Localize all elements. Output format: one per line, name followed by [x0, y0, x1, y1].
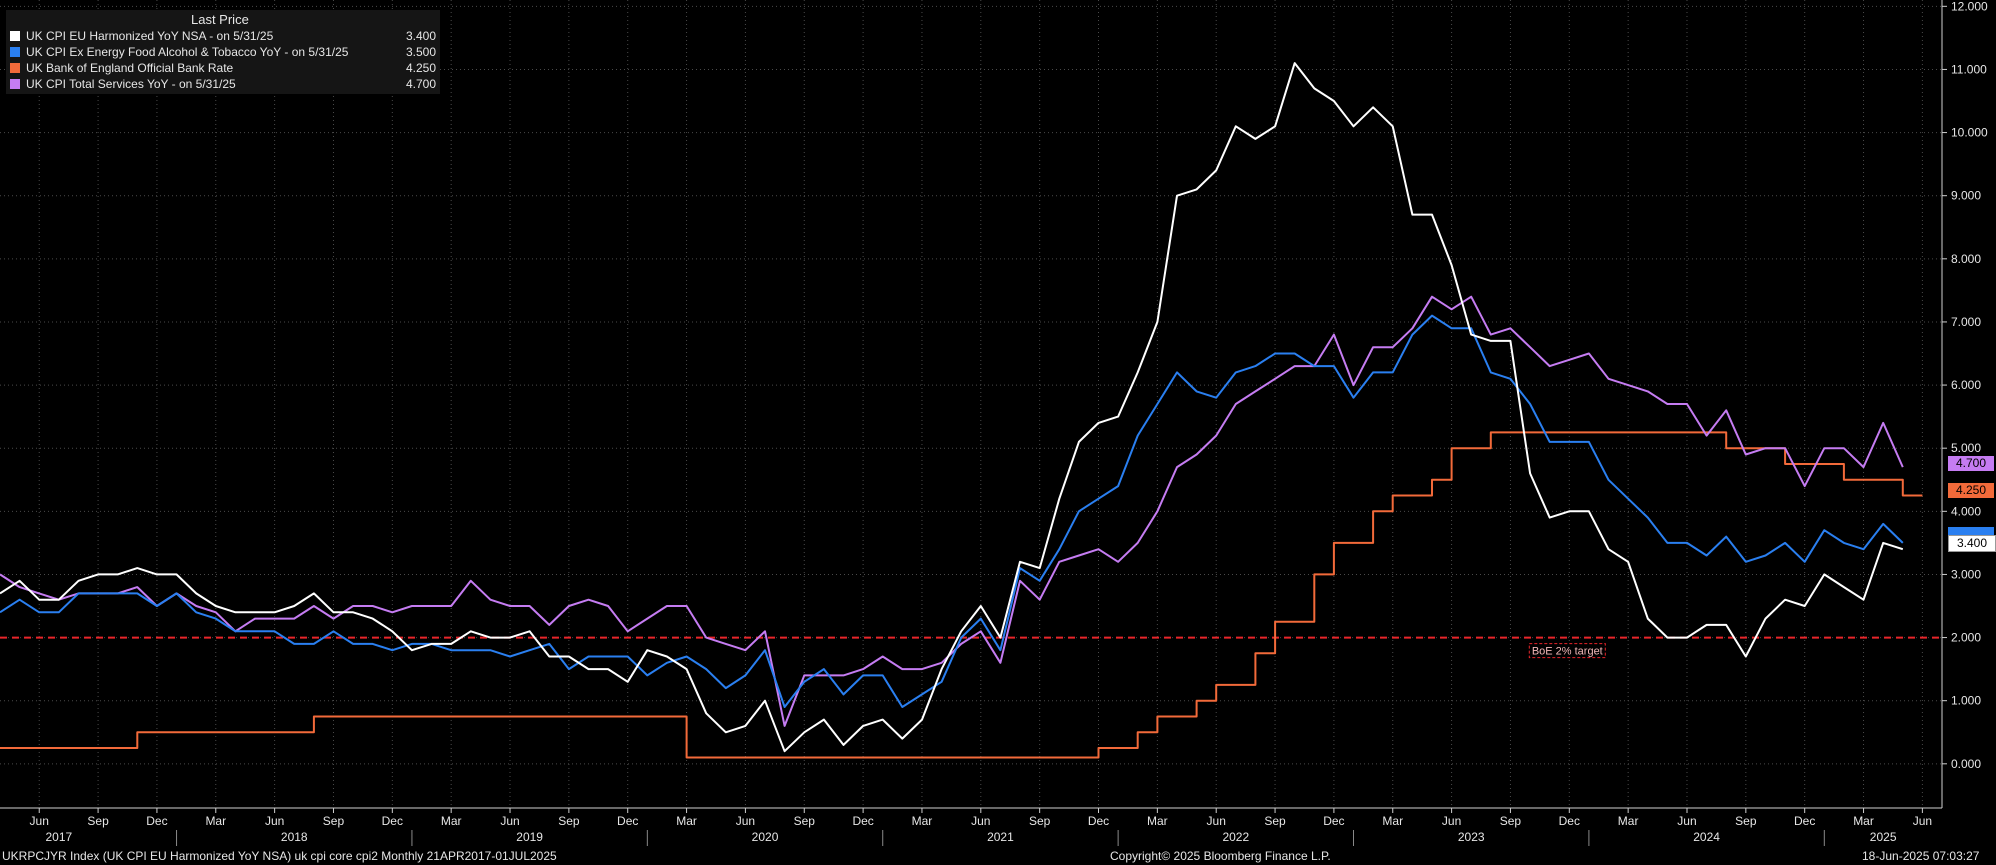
legend-value: 4.250: [405, 61, 436, 75]
x-year-label: 2021: [987, 830, 1014, 844]
legend-swatch: [10, 63, 20, 73]
x-month-label: Mar: [1618, 814, 1639, 828]
last-value-tag-hicp: 3.400: [1948, 535, 1996, 552]
footer-ticker: UKRPCJYR Index (UK CPI EU Harmonized YoY…: [2, 849, 557, 863]
x-month-label: Jun: [1913, 814, 1932, 828]
x-month-label: Jun: [30, 814, 49, 828]
legend-label: UK Bank of England Official Bank Rate: [26, 61, 234, 75]
x-year-label: 2019: [516, 830, 543, 844]
x-month-label: Dec: [1559, 814, 1580, 828]
target-label-box: [1528, 643, 1606, 659]
x-year-label: 2017: [45, 830, 72, 844]
x-year-label: 2020: [752, 830, 779, 844]
x-month-label: Jun: [1677, 814, 1696, 828]
legend-value: 3.500: [405, 45, 436, 59]
footer-copyright: Copyright© 2025 Bloomberg Finance L.P.: [1110, 849, 1331, 863]
x-month-label: Sep: [87, 814, 109, 828]
y-tick-label: 1.000: [1951, 694, 1981, 708]
last-value-tag-services: 4.700: [1948, 456, 1994, 471]
x-month-label: Dec: [617, 814, 638, 828]
y-tick-label: 6.000: [1951, 378, 1981, 392]
x-month-label: Sep: [794, 814, 816, 828]
x-year-label: 2018: [281, 830, 308, 844]
series-line-0: [0, 62, 1904, 753]
x-year-label: 2022: [1222, 830, 1249, 844]
legend-label: UK CPI Ex Energy Food Alcohol & Tobacco …: [26, 45, 349, 59]
x-month-label: Dec: [1323, 814, 1344, 828]
y-tick-label: 7.000: [1951, 315, 1981, 329]
y-tick-label: 9.000: [1951, 189, 1981, 203]
legend-swatch: [10, 31, 20, 41]
legend-item-core: UK CPI Ex Energy Food Alcohol & Tobacco …: [10, 44, 436, 60]
x-month-label: Mar: [441, 814, 462, 828]
y-tick-label: 5.000: [1951, 441, 1981, 455]
series-lines: [0, 62, 1923, 759]
x-month-label: Mar: [676, 814, 697, 828]
x-month-label: Jun: [736, 814, 755, 828]
legend-item-services: UK CPI Total Services YoY - on 5/31/25 4…: [10, 76, 436, 92]
y-tick-label: 11.000: [1951, 62, 1987, 76]
x-month-label: Sep: [1735, 814, 1757, 828]
legend-label: UK CPI Total Services YoY - on 5/31/25: [26, 77, 236, 91]
series-line-1: [0, 314, 1904, 708]
legend-item-bank-rate: UK Bank of England Official Bank Rate 4.…: [10, 60, 436, 76]
y-axis: 12.000 11.000 10.000 9.000 8.000 7.000 6.000 5.…: [1941, 0, 1988, 808]
x-month-label: Sep: [1029, 814, 1051, 828]
x-year-label: 2024: [1693, 830, 1720, 844]
target-label: BoE 2% target: [1532, 646, 1603, 658]
x-month-label: Jun: [971, 814, 990, 828]
y-tick-label: 2.000: [1951, 631, 1981, 645]
x-month-label: Dec: [382, 814, 403, 828]
y-tick-label: 3.000: [1951, 567, 1981, 581]
legend-value: 3.400: [405, 29, 436, 43]
y-tick-label: 10.000: [1951, 126, 1988, 140]
x-month-label: Sep: [558, 814, 580, 828]
grid-lines: [0, 0, 1942, 808]
x-month-label: Sep: [1264, 814, 1286, 828]
x-month-label: Mar: [1382, 814, 1403, 828]
x-month-label: Dec: [1088, 814, 1109, 828]
last-value-tag-bank-rate: 4.250: [1948, 483, 1994, 498]
y-tick-label: 8.000: [1951, 252, 1981, 266]
x-month-label: Mar: [205, 814, 226, 828]
x-month-label: Dec: [852, 814, 873, 828]
x-month-label: Jun: [265, 814, 284, 828]
x-month-label: Mar: [1853, 814, 1874, 828]
footer-timestamp: 18-Jun-2025 07:03:27: [1862, 849, 1980, 863]
legend: Last Price UK CPI EU Harmonized YoY NSA …: [6, 10, 440, 94]
x-month-label: Mar: [1147, 814, 1168, 828]
x-month-label: Dec: [1794, 814, 1815, 828]
x-month-label: Mar: [912, 814, 933, 828]
legend-header: Last Price: [191, 12, 249, 27]
legend-swatch: [10, 79, 20, 89]
series-line-3: [0, 295, 1904, 727]
x-month-label: Jun: [1442, 814, 1461, 828]
series-line-2: [0, 431, 1923, 759]
y-tick-label: 12.000: [1951, 0, 1988, 13]
x-month-label: Jun: [1207, 814, 1226, 828]
y-tick-label: 0.000: [1951, 757, 1981, 771]
y-tick-label: 4.000: [1951, 504, 1981, 518]
x-month-label: Jun: [500, 814, 519, 828]
x-month-label: Sep: [323, 814, 345, 828]
x-year-label: 2025: [1870, 830, 1897, 844]
x-month-label: Dec: [146, 814, 167, 828]
last-value-tag-core: [1948, 527, 1994, 536]
x-axis: Jun Sep Dec Mar Jun Sep Dec Mar Jun Sep Dec Mar Jun S…: [0, 807, 1942, 846]
legend-value: 4.700: [405, 77, 436, 91]
legend-label: UK CPI EU Harmonized YoY NSA - on 5/31/2…: [26, 29, 274, 43]
legend-item-hicp: UK CPI EU Harmonized YoY NSA - on 5/31/2…: [10, 28, 436, 44]
target-reference-line: BoE 2% target: [0, 636, 1942, 659]
legend-swatch: [10, 47, 20, 57]
x-month-label: Sep: [1500, 814, 1522, 828]
x-year-label: 2023: [1458, 830, 1485, 844]
